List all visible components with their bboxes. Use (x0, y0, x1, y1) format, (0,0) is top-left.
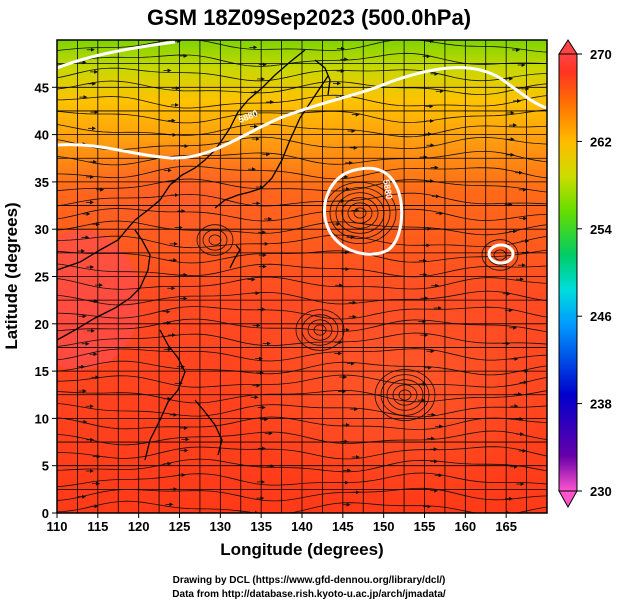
colorbar-tick-label: 230 (590, 484, 612, 499)
circulation-swirl (307, 319, 333, 341)
streamline (57, 40, 547, 53)
streamline (57, 208, 547, 222)
streamline (57, 389, 547, 404)
circulation-swirl (481, 239, 519, 271)
plot-area: 5880 5880 (57, 40, 547, 513)
circulation-swirl (353, 207, 367, 219)
y-tick-label: 35 (35, 175, 49, 190)
x-tick-label: 160 (454, 519, 476, 534)
contour-5880 (57, 40, 547, 265)
colorbar-tick-label: 254 (590, 222, 612, 237)
streamline (57, 178, 547, 193)
streamline (57, 446, 547, 460)
contour-label: 5880 (381, 179, 394, 200)
coastline (144, 329, 186, 461)
gridlines (57, 40, 547, 513)
x-tick-label: 155 (414, 519, 436, 534)
circulation-swirl (313, 324, 327, 336)
x-tick-label: 115 (87, 519, 108, 534)
y-tick-label: 45 (35, 80, 49, 95)
colorbar-scale (558, 53, 578, 492)
circulation-swirl (208, 234, 222, 246)
coastline (229, 244, 241, 269)
streamline (57, 80, 547, 96)
x-tick-label: 165 (495, 519, 517, 534)
x-tick-label: 110 (47, 519, 68, 534)
circulation-swirl (295, 309, 345, 351)
contour-line (57, 66, 547, 160)
streamline (57, 136, 547, 151)
x-tick-label: 130 (209, 519, 231, 534)
circulation-swirl (347, 202, 373, 224)
y-axis-label: Latitude (degrees) (2, 202, 21, 349)
streamline (57, 263, 547, 278)
streamline (57, 403, 547, 418)
streamline (57, 374, 547, 388)
y-tick-label: 40 (35, 128, 49, 143)
streamline (57, 290, 547, 306)
y-axis: 0 5 10 15 20 25 30 35 40 45 (35, 80, 57, 521)
x-tick-label: 120 (128, 519, 150, 534)
x-tick-label: 150 (373, 519, 395, 534)
streamline (57, 234, 547, 249)
colorbar-tick-label: 238 (590, 397, 612, 412)
credit-drawing: Drawing by DCL (https://www.gfd-dennou.o… (173, 575, 446, 586)
y-tick-label: 20 (35, 317, 49, 332)
credit-data: Data from http://database.rish.kyoto-u.a… (172, 589, 446, 600)
y-tick-label: 15 (35, 364, 49, 379)
streamline (57, 220, 547, 236)
streamline (57, 67, 547, 82)
streamline (57, 458, 547, 473)
colorbar: 270 262 254 246 238 230 (558, 39, 612, 509)
colorbar-tick-label: 270 (590, 47, 612, 62)
chart-title: GSM 18Z09Sep2023 (500.0hPa) (147, 5, 471, 30)
coastline (214, 75, 329, 209)
streamline (57, 165, 547, 180)
streamlines (57, 40, 547, 513)
streamline (57, 332, 547, 347)
colorbar-bottom-arrow (558, 490, 578, 509)
contour-line (487, 243, 515, 265)
circulation-swirl (202, 229, 228, 251)
streamline (57, 416, 547, 430)
x-axis: 110 115 120 125 130 135 140 145 150 155 160 165 (47, 513, 517, 534)
streamline (57, 306, 547, 320)
y-tick-label: 0 (42, 506, 49, 521)
streamline (57, 94, 547, 109)
colorbar-ticks: 270 262 254 246 238 230 (577, 47, 612, 499)
colorbar-top-arrow (558, 39, 578, 55)
circulation-swirl (329, 187, 391, 239)
streamline (57, 348, 547, 362)
x-tick-label: 145 (332, 519, 354, 534)
y-tick-label: 5 (42, 459, 49, 474)
coastline (57, 49, 306, 271)
contour-line (323, 166, 404, 256)
streamline (57, 430, 547, 446)
y-tick-label: 25 (35, 270, 49, 285)
x-tick-label: 140 (291, 519, 313, 534)
colorbar-tick-label: 262 (590, 134, 612, 149)
circulation-swirl (196, 224, 234, 256)
circulation-swirl (341, 197, 379, 229)
x-tick-label: 135 (250, 519, 272, 534)
streamline (57, 318, 547, 333)
streamline (57, 500, 547, 513)
streamline (57, 192, 547, 207)
x-axis-label: Longitude (degrees) (220, 540, 383, 559)
streamline (57, 472, 547, 487)
streamline (57, 360, 547, 376)
streamline (57, 123, 547, 138)
x-tick-label: 125 (169, 519, 191, 534)
streamline (57, 109, 547, 124)
streamline (57, 276, 547, 290)
y-tick-label: 10 (35, 411, 49, 426)
contour-line (57, 40, 176, 70)
y-tick-label: 30 (35, 222, 49, 237)
colorbar-tick-label: 246 (590, 309, 612, 324)
